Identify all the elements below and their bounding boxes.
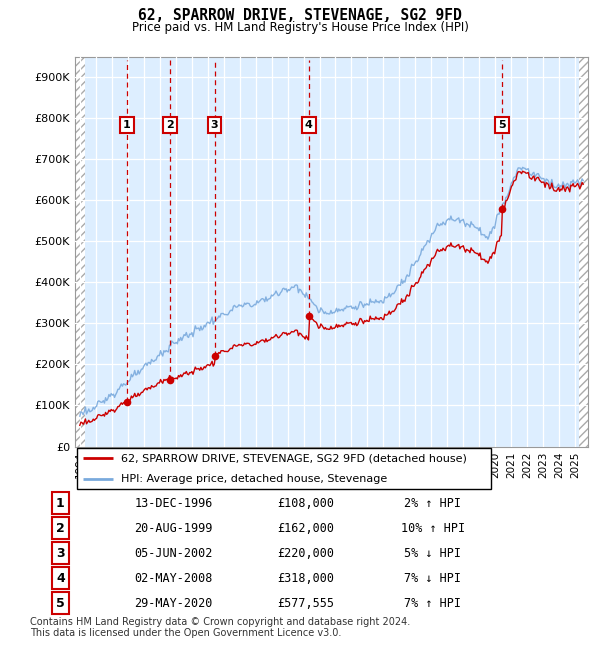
Text: Contains HM Land Registry data © Crown copyright and database right 2024.
This d: Contains HM Land Registry data © Crown c… (30, 617, 410, 638)
Text: 02-MAY-2008: 02-MAY-2008 (134, 571, 213, 584)
Text: 2: 2 (166, 120, 174, 130)
Text: 2% ↑ HPI: 2% ↑ HPI (404, 497, 461, 510)
Text: 29-MAY-2020: 29-MAY-2020 (134, 597, 213, 610)
Text: 10% ↑ HPI: 10% ↑ HPI (401, 522, 465, 535)
Bar (579, 57, 588, 447)
Text: 4: 4 (305, 120, 313, 130)
Text: £162,000: £162,000 (277, 522, 335, 535)
Text: 13-DEC-1996: 13-DEC-1996 (134, 497, 213, 510)
Text: £220,000: £220,000 (277, 547, 335, 560)
Text: 4: 4 (56, 571, 65, 584)
Text: 3: 3 (56, 547, 65, 560)
Text: 62, SPARROW DRIVE, STEVENAGE, SG2 9FD: 62, SPARROW DRIVE, STEVENAGE, SG2 9FD (138, 8, 462, 23)
Bar (75, 57, 85, 447)
Text: 62, SPARROW DRIVE, STEVENAGE, SG2 9FD (detached house): 62, SPARROW DRIVE, STEVENAGE, SG2 9FD (d… (121, 453, 467, 463)
Text: 05-JUN-2002: 05-JUN-2002 (134, 547, 213, 560)
Text: 5% ↓ HPI: 5% ↓ HPI (404, 547, 461, 560)
Text: 7% ↓ HPI: 7% ↓ HPI (404, 571, 461, 584)
Text: 7% ↑ HPI: 7% ↑ HPI (404, 597, 461, 610)
Text: 1: 1 (123, 120, 131, 130)
Text: 3: 3 (211, 120, 218, 130)
Text: 5: 5 (498, 120, 506, 130)
Text: HPI: Average price, detached house, Stevenage: HPI: Average price, detached house, Stev… (121, 474, 388, 484)
Text: Price paid vs. HM Land Registry's House Price Index (HPI): Price paid vs. HM Land Registry's House … (131, 21, 469, 34)
Text: 2: 2 (56, 522, 65, 535)
Text: £108,000: £108,000 (277, 497, 335, 510)
Text: £577,555: £577,555 (277, 597, 335, 610)
Text: 20-AUG-1999: 20-AUG-1999 (134, 522, 213, 535)
Text: 1: 1 (56, 497, 65, 510)
Text: 5: 5 (56, 597, 65, 610)
Text: £318,000: £318,000 (277, 571, 335, 584)
FancyBboxPatch shape (77, 448, 491, 489)
